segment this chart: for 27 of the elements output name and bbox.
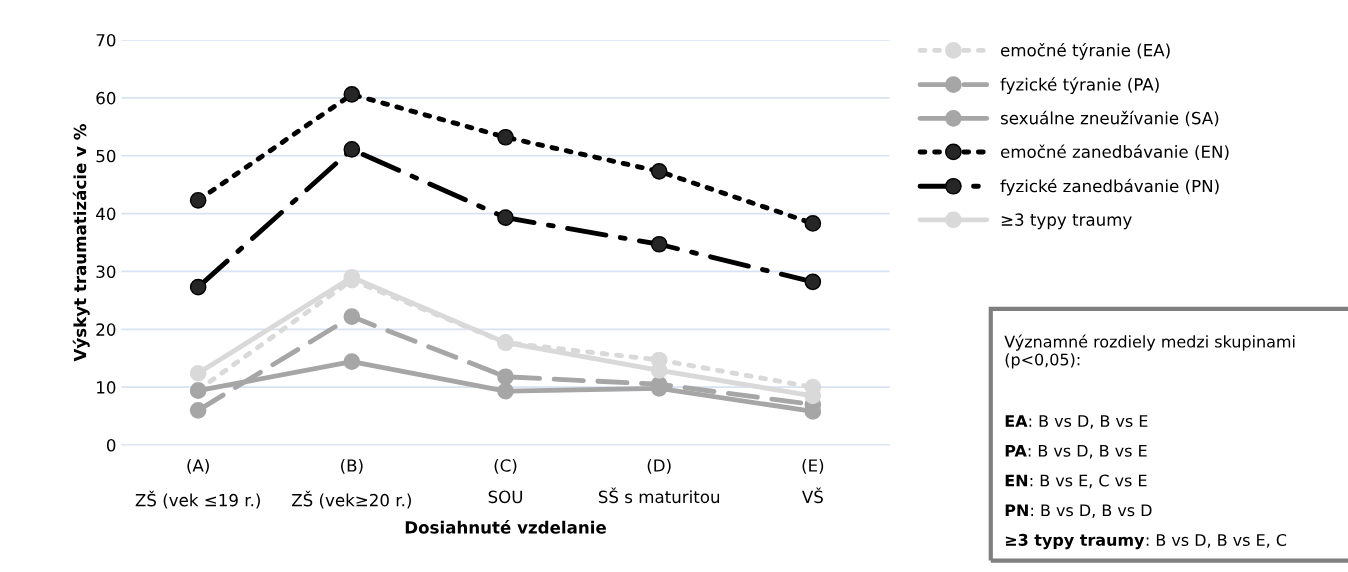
y-tick-label: 60 [96,91,116,105]
y-tick-label: 40 [96,207,116,221]
text: PA: B vs D, B vs E [1005,444,1147,459]
legend-label: emočné zanedbávanie (EN) [1000,144,1229,160]
x-tick-label: (E) VŠ [801,458,824,504]
legend-label: fyzické zanedbávanie (PN) [1000,178,1219,196]
legend-label: fyzické týranie (PA) [1000,77,1159,94]
text: ≥3 typy traumy: B vs D, B vs E, C [1005,533,1287,550]
y-tick-label: 0 [106,438,116,452]
y-tick-label: 50 [96,149,116,163]
x-tick-label: (A) ZŠ (vek ≤19 r.) [135,458,260,509]
y-tick-label: 10 [97,381,116,394]
x-tick-label: (D) SŠ s maturitou [598,458,720,504]
x-axis-title: Dosiahnuté vzdelanie [405,520,606,534]
legend-label: ≥3 typy traumy [1001,213,1132,230]
legend-label: sexuálne zneužívanie (SA) [1000,110,1219,127]
text: Významné rozdiely medzi skupinami (p<0,05): [1004,334,1295,369]
legend-label: emočné týranie (EA) [1000,42,1170,60]
y-tick-label: 70 [96,34,116,47]
x-tick-label: (C) SOU [488,458,522,504]
y-tick-label: 20 [96,323,116,336]
text: EA: B vs D, B vs E [1005,415,1148,429]
x-tick-label: (B) ZŠ (vek≥20 r.) [291,458,411,509]
text: PN: B vs D, B vs D [1005,504,1152,518]
y-axis-title: Výskyt traumatizácie v % [72,124,90,362]
y-tick-label: 30 [96,265,116,279]
text: EN: B vs E, C vs E [1005,474,1147,489]
